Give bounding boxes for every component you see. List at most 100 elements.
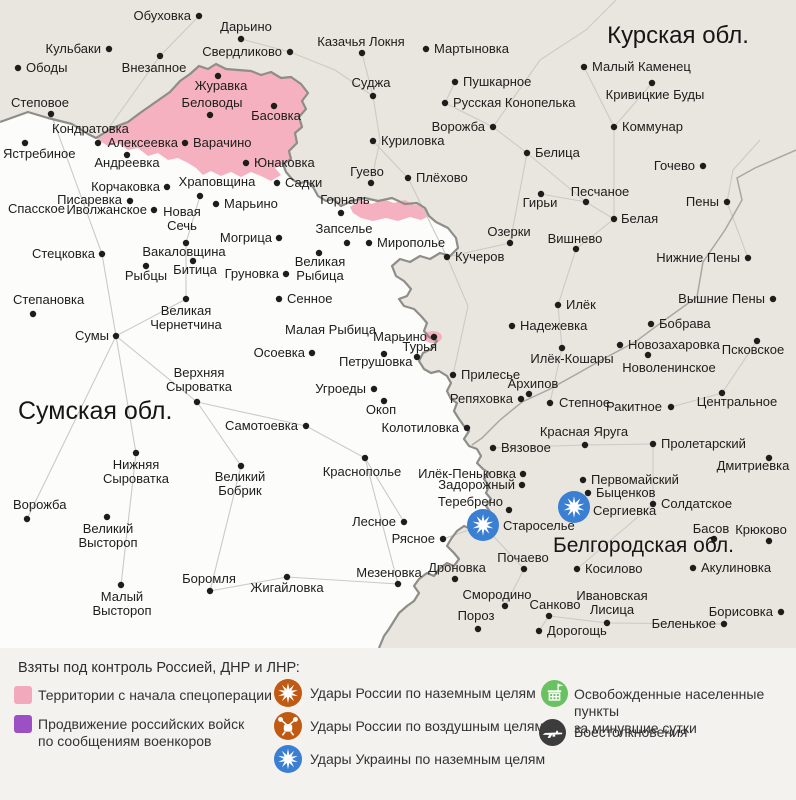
town-label: Малый Каменец: [592, 59, 691, 74]
town-dot: [765, 537, 773, 545]
town-label: Староселье: [503, 518, 575, 533]
town-label: Малый: [101, 589, 143, 604]
town-dot: [193, 398, 201, 406]
town-dot: [545, 612, 553, 620]
town-dot: [142, 262, 150, 270]
town-label: Варачино: [193, 135, 252, 150]
town-label: Ворожба: [432, 119, 486, 134]
town-label: Беленькое: [652, 616, 716, 631]
town-dot: [689, 564, 697, 572]
road: [361, 52, 381, 184]
town-label: Иволжанское: [66, 202, 147, 217]
town-dot: [361, 454, 369, 462]
town-dot: [308, 349, 316, 357]
legend-title: Взяты под контроль Россией, ДНР и ЛНР:: [18, 660, 300, 676]
town-dot: [649, 500, 657, 508]
town-dot: [282, 270, 290, 278]
town-label: Лисица: [590, 602, 635, 617]
town-label: Корчаковка: [91, 179, 161, 194]
road: [557, 127, 615, 306]
town-dot: [463, 424, 471, 432]
town-dot: [474, 625, 482, 633]
town-label: Чернетчина: [150, 317, 222, 332]
town-dot: [94, 139, 102, 147]
town-label: Надежевка: [520, 318, 588, 333]
town-dot: [582, 198, 590, 206]
town-label: Осоевка: [254, 345, 306, 360]
town-label: Быценков: [596, 485, 656, 500]
town-label: Крюково: [735, 522, 787, 537]
road: [613, 82, 653, 128]
town-dot: [718, 389, 726, 397]
town-dot: [394, 580, 402, 588]
town-label: Илёк-Кошары: [530, 351, 613, 366]
town-dot: [413, 353, 421, 361]
town-label: Пороз: [458, 608, 495, 623]
region-title: Белгородская обл.: [553, 534, 734, 557]
town-label: Песчаное: [571, 184, 630, 199]
town-dot: [206, 111, 214, 119]
town-dot: [182, 295, 190, 303]
town-dot: [537, 190, 545, 198]
town-dot: [517, 395, 525, 403]
town-label: Кульбаки: [46, 41, 101, 56]
town-label: Стецковка: [32, 246, 96, 261]
town-dot: [156, 52, 164, 60]
town-dot: [769, 295, 777, 303]
town-label: Битица: [173, 262, 217, 277]
town-label: Храповщина: [179, 174, 256, 189]
town-dot: [212, 200, 220, 208]
town-label: Внезапное: [122, 60, 187, 75]
town-label: Рясное: [392, 531, 435, 546]
town-dot: [343, 239, 351, 247]
town-label: Мартыновка: [434, 41, 510, 56]
town-label: Русская Конопелька: [453, 95, 576, 110]
town-dot: [181, 139, 189, 147]
town-label: Нижняя: [113, 457, 160, 472]
town-label: Казачья Локня: [317, 34, 404, 49]
town-label: Смородино: [463, 587, 532, 602]
town-label: Степановка: [13, 292, 85, 307]
town-dot: [584, 489, 592, 497]
clashes-badge: [539, 719, 566, 746]
road: [583, 66, 615, 128]
town-dot: [723, 198, 731, 206]
town-dot: [505, 506, 513, 514]
town-dot: [189, 257, 197, 265]
town-label: Обуховка: [134, 8, 192, 23]
town-dot: [525, 390, 533, 398]
town-label: Свердликово: [202, 44, 282, 59]
legend: Взяты под контроль Россией, ДНР и ЛНР: Т…: [0, 648, 796, 800]
town-label: Выстороп: [78, 535, 137, 550]
town-label: Рыбцы: [125, 268, 167, 283]
town-label: Могрица: [220, 230, 273, 245]
town-dot: [610, 215, 618, 223]
town-dot: [369, 92, 377, 100]
oblast-boundary: [471, 149, 796, 446]
road: [364, 457, 399, 585]
town-label: Марьино: [373, 329, 427, 344]
building-icon: [547, 683, 564, 701]
town-label: Мирополье: [377, 235, 445, 250]
town-label: Новая: [163, 204, 201, 219]
town-label: Пены: [686, 194, 719, 209]
town-dot: [337, 209, 345, 217]
road: [726, 139, 761, 259]
town-dot: [126, 197, 134, 205]
town-label: Кучеров: [455, 249, 505, 264]
town-label: Озерки: [487, 224, 530, 239]
town-dot: [242, 159, 250, 167]
town-dot: [117, 581, 125, 589]
town-label: Груновка: [225, 266, 280, 281]
ukraine-ground-strike-badge: [274, 745, 302, 773]
town-dot: [214, 72, 222, 80]
town-dot: [579, 476, 587, 484]
town-dot: [273, 179, 281, 187]
town-label: Дмитриевка: [717, 458, 791, 473]
town-dot: [283, 573, 291, 581]
town-label: Псковское: [722, 342, 784, 357]
town-label: Басовка: [251, 108, 302, 123]
town-dot: [150, 206, 158, 214]
town-label: Великий: [83, 521, 134, 536]
